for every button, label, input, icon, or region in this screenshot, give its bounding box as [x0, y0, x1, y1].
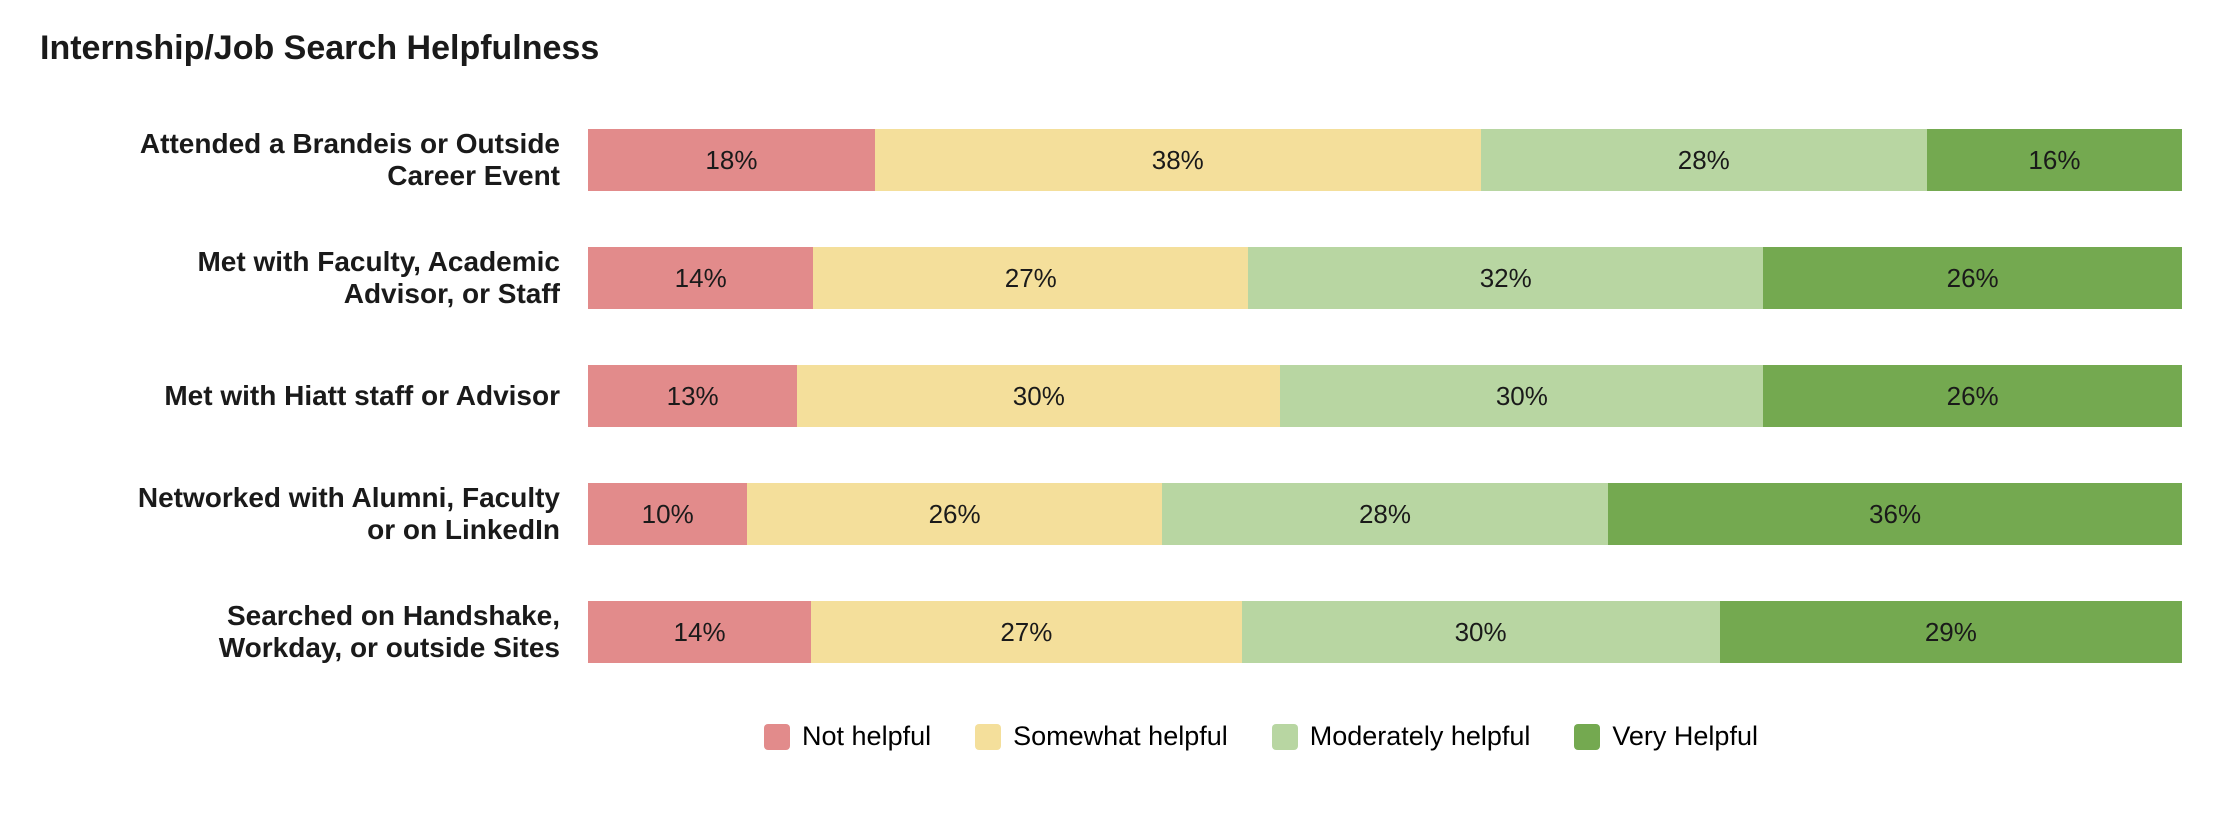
legend-item: Not helpful: [764, 721, 931, 752]
bar-segment: 29%: [1720, 601, 2182, 663]
row-label: Networked with Alumni, Facultyor on Link…: [40, 482, 588, 546]
row-label: Attended a Brandeis or OutsideCareer Eve…: [40, 128, 588, 192]
bar-segment: 13%: [588, 365, 797, 427]
legend-label: Very Helpful: [1612, 721, 1758, 752]
stacked-bar: 14%27%30%29%: [588, 601, 2182, 663]
bar-segment: 28%: [1162, 483, 1608, 545]
bar-segment: 27%: [811, 601, 1241, 663]
legend-swatch: [1574, 724, 1600, 750]
legend-swatch: [1272, 724, 1298, 750]
chart-title: Internship/Job Search Helpfulness: [40, 30, 2182, 67]
bar-segment: 32%: [1248, 247, 1763, 309]
row-label: Met with Faculty, AcademicAdvisor, or St…: [40, 246, 588, 310]
bar-segment: 26%: [1763, 247, 2182, 309]
row-label: Searched on Handshake,Workday, or outsid…: [40, 600, 588, 664]
legend-item: Somewhat helpful: [975, 721, 1228, 752]
bar-area: 14%27%30%29%: [588, 581, 2182, 683]
stacked-bar: 14%27%32%26%: [588, 247, 2182, 309]
legend-label: Not helpful: [802, 721, 931, 752]
bar-segment: 10%: [588, 483, 747, 545]
bar-segment: 26%: [1763, 365, 2182, 427]
legend-item: Moderately helpful: [1272, 721, 1531, 752]
bar-segment: 16%: [1927, 129, 2182, 191]
bar-row: Attended a Brandeis or OutsideCareer Eve…: [40, 109, 2182, 211]
stacked-bar: 13%30%30%26%: [588, 365, 2182, 427]
bar-area: 18%38%28%16%: [588, 109, 2182, 211]
legend-label: Moderately helpful: [1310, 721, 1531, 752]
bar-segment: 27%: [813, 247, 1248, 309]
bar-segment: 18%: [588, 129, 875, 191]
legend-item: Very Helpful: [1574, 721, 1758, 752]
bar-segment: 14%: [588, 601, 811, 663]
bar-segment: 30%: [1242, 601, 1720, 663]
legend-label: Somewhat helpful: [1013, 721, 1228, 752]
stacked-bar: 10%26%28%36%: [588, 483, 2182, 545]
row-label: Met with Hiatt staff or Advisor: [40, 380, 588, 412]
bar-segment: 28%: [1481, 129, 1927, 191]
legend: Not helpful Somewhat helpful Moderately he…: [40, 721, 2182, 752]
bar-area: 14%27%32%26%: [588, 227, 2182, 329]
bar-segment: 38%: [875, 129, 1481, 191]
bar-area: 13%30%30%26%: [588, 345, 2182, 447]
chart-container: Internship/Job Search Helpfulness Attend…: [0, 0, 2222, 814]
bar-segment: 30%: [1280, 365, 1763, 427]
bar-segment: 26%: [747, 483, 1161, 545]
bar-row: Met with Hiatt staff or Advisor13%30%30%…: [40, 345, 2182, 447]
bar-row: Met with Faculty, AcademicAdvisor, or St…: [40, 227, 2182, 329]
bar-segment: 36%: [1608, 483, 2182, 545]
legend-swatch: [975, 724, 1001, 750]
bar-row: Searched on Handshake,Workday, or outsid…: [40, 581, 2182, 683]
legend-swatch: [764, 724, 790, 750]
bar-row: Networked with Alumni, Facultyor on Link…: [40, 463, 2182, 565]
bar-segment: 14%: [588, 247, 813, 309]
bar-segment: 30%: [797, 365, 1280, 427]
stacked-bar: 18%38%28%16%: [588, 129, 2182, 191]
bar-rows: Attended a Brandeis or OutsideCareer Eve…: [40, 109, 2182, 683]
bar-area: 10%26%28%36%: [588, 463, 2182, 565]
